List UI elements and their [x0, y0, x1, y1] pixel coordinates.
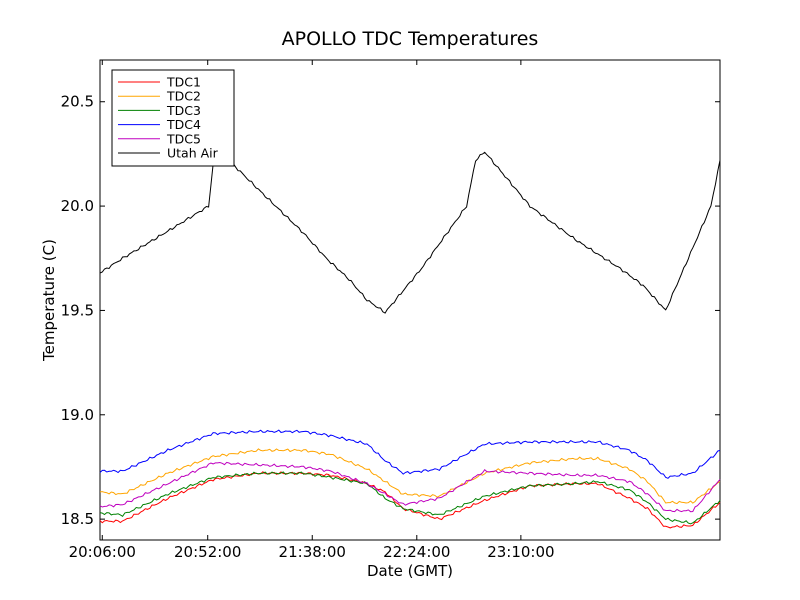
legend-label-tdc1: TDC1 [166, 75, 201, 90]
axis-ticks: 18.5 19.0 19.5 20.0 20.5 20:06:00 20:52:00 21:3… [61, 60, 720, 561]
legend-box [111, 69, 235, 167]
legend-label-tdc5: TDC5 [166, 131, 201, 146]
y-axis-label: Temperature (C) [40, 239, 58, 362]
y-tick-label: 20.0 [61, 197, 94, 215]
y-tick-label: 20.5 [61, 93, 94, 111]
x-tick-label: 23:10:00 [487, 543, 554, 561]
legend-label-utah-air: Utah Air [167, 146, 219, 161]
x-axis-label: Date (GMT) [367, 562, 453, 580]
legend-label-tdc3: TDC3 [166, 103, 201, 118]
series-line-tdc4 [99, 429, 721, 479]
x-tick-label: 21:38:00 [279, 543, 346, 561]
chart-title: APOLLO TDC Temperatures [282, 28, 539, 50]
x-tick-label: 20:06:00 [69, 543, 136, 561]
x-tick-label: 22:24:00 [383, 543, 450, 561]
series-line-tdc2 [99, 448, 721, 505]
series-layer [99, 151, 721, 529]
series-line-tdc5 [99, 461, 721, 513]
y-tick-label: 18.5 [61, 510, 94, 528]
legend-label-tdc4: TDC4 [166, 117, 201, 132]
series-line-utah-air [99, 151, 721, 314]
y-tick-label: 19.0 [61, 406, 94, 424]
x-tick-label: 20:52:00 [174, 543, 241, 561]
legend-label-tdc2: TDC2 [166, 89, 201, 104]
y-tick-label: 19.5 [61, 301, 94, 319]
series-line-tdc3 [99, 471, 721, 525]
